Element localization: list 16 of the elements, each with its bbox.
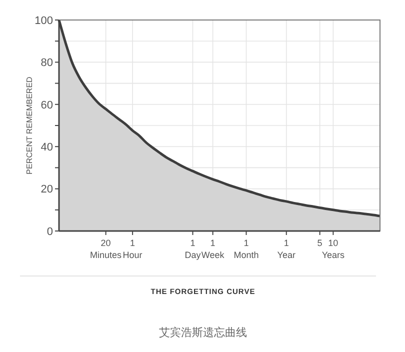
x-tick-label: 1 Month [234,238,259,260]
y-tick-label: 40 [40,141,53,154]
y-tick-label: 0 [46,226,53,238]
x-tick-label: 10 Years [322,238,346,260]
x-tick-label: 1 Year [277,238,296,260]
x-tick-label: 1 Day [184,238,202,260]
x-tick-label: 5 [317,238,322,248]
y-tick-label: 60 [40,99,53,112]
text: 艾宾浩斯遗忘曲线 [159,326,247,339]
y-tick-label: 80 [40,57,53,70]
x-tick-label: 20 Minutes [90,238,122,260]
x-tick-label: 1 Week [201,238,225,260]
x-tick-label: 1 Hour [122,238,142,260]
y-tick-label: 20 [40,184,53,196]
y-tick-label: 100 [34,14,53,27]
y-axis-title: PERCENT REMEMBERED [25,76,34,174]
